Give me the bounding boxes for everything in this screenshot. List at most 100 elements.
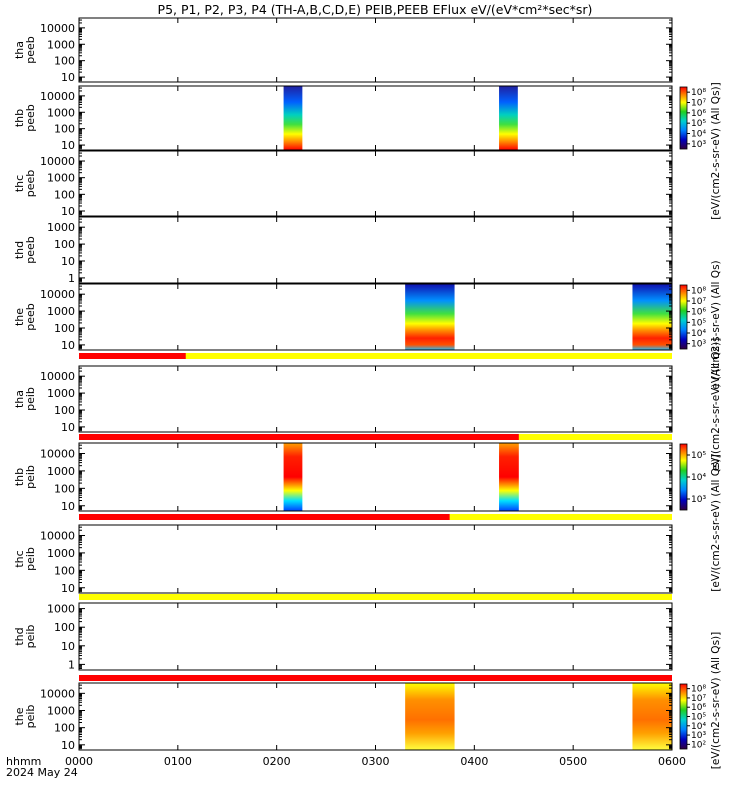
colorbar-tick-label: 10⁵ [691, 451, 706, 461]
panel-label: peeb [24, 236, 37, 264]
y-tick-label: 10 [61, 421, 75, 434]
colorbar-tick-label: 10³ [691, 340, 706, 350]
y-tick-label: 1 [68, 272, 75, 285]
colorbar-units-label: [eV/(cm2-s-sr-eV) (All Qs)] [710, 632, 722, 769]
y-tick-label: 1000 [47, 387, 75, 400]
panel-label: peeb [24, 36, 37, 64]
colorbar-tick-label: 10² [691, 740, 706, 750]
y-tick-label: 100 [54, 188, 75, 201]
status-bar-red [79, 353, 186, 359]
panel-label: thc [13, 175, 26, 192]
colorbar-tick-label: 10⁸ [691, 88, 706, 98]
y-tick-label: 10 [61, 205, 75, 218]
status-bar-red [79, 514, 450, 520]
colorbar-tick-label: 10³ [691, 495, 706, 505]
colorbar-cb-thb-peib: 10³ 10⁴ 10⁵ [679, 443, 706, 511]
y-tick-label: 10 [61, 139, 75, 152]
y-tick-label: 10000 [40, 687, 75, 700]
panel-frame [78, 524, 673, 594]
x-tick-label: 0300 [362, 755, 390, 768]
colorbar-tick-label: 10⁶ [691, 703, 706, 713]
x-tick-label: 0200 [263, 755, 291, 768]
panel-frame [78, 283, 673, 351]
y-tick-label: 1000 [47, 221, 75, 234]
panel-label: peeb [24, 104, 37, 132]
panel-frame [78, 602, 673, 671]
spectrogram-block [632, 284, 672, 350]
colorbar-tick-label: 10⁴ [691, 329, 706, 339]
colorbar-units-label: [eV/(cm2-s-sr-eV) (All Qs)] [710, 82, 722, 219]
colorbar-gradient [679, 86, 688, 150]
colorbar-tick-label: 10⁵ [691, 713, 706, 723]
y-tick-label: 10000 [40, 288, 75, 301]
panel-label: peib [24, 465, 37, 489]
panel-label: thd [13, 627, 26, 645]
colorbar-units-label: eV/(cm2-s-sr-eV) (All Qs)] [710, 338, 722, 471]
panel-label: peib [24, 547, 37, 571]
colorbar-tick-label: 10⁸ [691, 286, 706, 296]
panel-label: peeb [24, 170, 37, 198]
panel-frame [78, 17, 673, 83]
spectrogram-block [405, 284, 455, 350]
y-tick-label: 100 [54, 123, 75, 136]
y-tick-label: 1000 [47, 465, 75, 478]
colorbar-tick-label: 10³ [691, 731, 706, 741]
panel-label: thb [13, 468, 26, 486]
spectrogram-block [499, 86, 518, 150]
panel-label: tha [13, 390, 26, 408]
y-tick-label: 10000 [40, 22, 75, 35]
y-tick-label: 1 [68, 658, 75, 671]
x-tick-label: 0400 [460, 755, 488, 768]
panel-frame [78, 442, 673, 512]
colorbar-tick-label: 10⁸ [691, 685, 706, 695]
y-tick-label: 100 [54, 322, 75, 335]
figure-title: P5, P1, P2, P3, P4 (TH-A,B,C,D,E) PEIB,P… [158, 2, 593, 17]
y-tick-label: 10 [61, 640, 75, 653]
y-tick-label: 10000 [40, 529, 75, 542]
spectrogram-block [405, 683, 455, 750]
y-tick-label: 100 [54, 55, 75, 68]
panel-label: peib [24, 625, 37, 649]
spectrogram-block [283, 443, 303, 511]
panel-frame [78, 682, 673, 751]
colorbar-tick-label: 10⁷ [691, 694, 706, 704]
y-tick-label: 10 [61, 71, 75, 84]
y-tick-label: 1000 [47, 603, 75, 616]
y-tick-label: 10 [61, 582, 75, 595]
colorbar-tick-label: 10⁴ [691, 473, 706, 483]
x-tick-label: 0500 [559, 755, 587, 768]
panel-label: the [13, 707, 26, 725]
panel-frame [78, 216, 673, 284]
panel-label: tha [13, 41, 26, 59]
y-tick-label: 1000 [47, 705, 75, 718]
spectrogram-block [499, 443, 519, 511]
y-tick-label: 100 [54, 238, 75, 251]
y-tick-label: 10000 [40, 90, 75, 103]
colorbar-tick-label: 10⁷ [691, 297, 706, 307]
y-tick-label: 100 [54, 621, 75, 634]
status-bar-yellow [79, 353, 672, 359]
y-tick-label: 1000 [47, 106, 75, 119]
y-tick-label: 10000 [40, 155, 75, 168]
status-bar-yellow [79, 594, 672, 600]
colorbar-units-label: [eV/(cm2-s-sr-eV) (All Qs)] [710, 454, 722, 591]
panel-label: thb [13, 109, 26, 127]
date-label: 2024 May 24 [6, 766, 78, 779]
spectrogram-block [632, 683, 672, 750]
y-tick-label: 1000 [47, 172, 75, 185]
status-bar-red [79, 675, 672, 681]
colorbar-tick-label: 10³ [691, 140, 706, 150]
y-tick-label: 10 [61, 255, 75, 268]
y-tick-label: 10 [61, 339, 75, 352]
colorbar-tick-label: 10⁶ [691, 109, 706, 119]
status-bar-red [79, 434, 519, 440]
time-axis-label: hhmm [6, 755, 41, 768]
panel-frame [78, 365, 673, 433]
y-tick-label: 10000 [40, 447, 75, 460]
